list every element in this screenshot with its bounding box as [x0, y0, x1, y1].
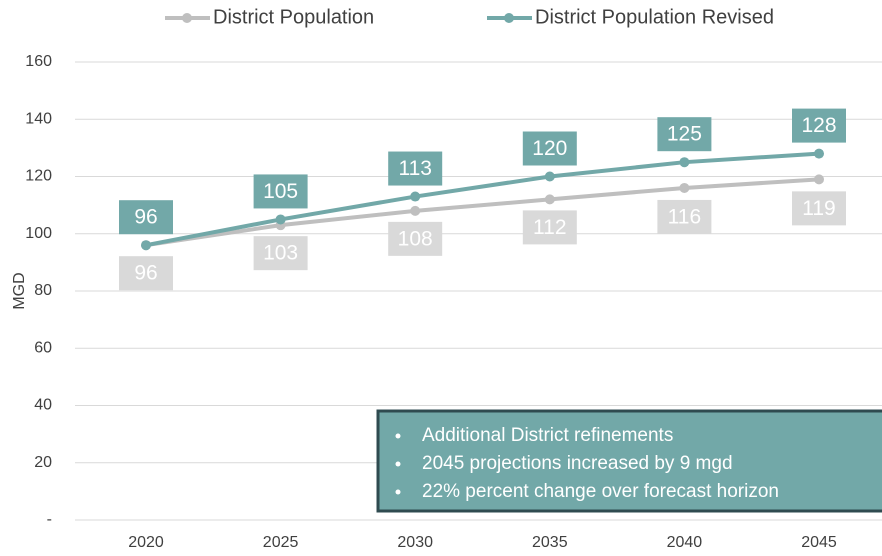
data-point [141, 240, 151, 251]
data-label-box [388, 151, 443, 186]
data-label: 119 [802, 197, 835, 220]
data-label-box [657, 199, 712, 234]
data-label-box [792, 108, 846, 143]
data-point [679, 157, 690, 168]
data-label-box [792, 191, 846, 226]
y-tick-label: 120 [25, 168, 52, 185]
data-label: 96 [134, 206, 157, 229]
y-tick-label: 60 [34, 339, 52, 356]
annotation-box [376, 409, 882, 513]
y-tick-label: 80 [34, 282, 52, 299]
data-label: 128 [801, 114, 836, 137]
y-tick-label: 160 [25, 53, 52, 70]
data-label-box [119, 200, 173, 235]
data-label: 108 [398, 227, 433, 250]
data-label-box [119, 256, 173, 291]
data-label: 105 [263, 180, 298, 203]
x-tick-label: 2025 [263, 534, 299, 551]
y-tick-label: - [47, 511, 52, 528]
y-tick-label: 20 [34, 454, 52, 471]
x-tick-label: 2030 [397, 534, 433, 551]
data-point [410, 191, 421, 202]
data-label: 116 [668, 205, 701, 228]
data-label: 120 [532, 137, 567, 160]
data-label: 125 [667, 123, 702, 146]
bullet [395, 461, 401, 467]
data-point [544, 171, 555, 182]
legend-marker [504, 13, 514, 23]
x-tick-label: 2040 [667, 534, 703, 551]
data-label-box [657, 117, 712, 152]
y-tick-label: 40 [34, 397, 52, 414]
x-tick-label: 2020 [128, 534, 164, 551]
annotation-text: 22% percent change over forecast horizon [422, 481, 779, 502]
data-label-box [522, 131, 577, 166]
data-point [814, 148, 824, 159]
legend-marker [182, 13, 192, 23]
data-point [275, 214, 286, 225]
data-label: 113 [398, 157, 431, 180]
annotation-text: Additional District refinements [422, 425, 673, 446]
data-point [679, 182, 690, 193]
data-label: 112 [533, 216, 566, 239]
series-line [145, 177, 820, 248]
y-tick-label: 100 [25, 225, 52, 242]
data-label-box [253, 236, 308, 271]
y-axis-label: MGD [11, 272, 28, 309]
series-line [145, 151, 820, 248]
data-point [410, 205, 421, 216]
x-tick-label: 2045 [801, 534, 837, 551]
bullet [395, 433, 401, 439]
data-label-box [388, 221, 443, 256]
data-label-box [253, 174, 308, 209]
data-label-box [522, 210, 577, 245]
bullet [395, 489, 401, 495]
legend-label: District Population [213, 6, 374, 28]
data-point [544, 194, 555, 205]
data-label: 96 [134, 262, 157, 285]
legend-label: District Population Revised [535, 6, 774, 28]
x-tick-label: 2035 [532, 534, 568, 551]
y-tick-label: 140 [25, 110, 52, 127]
annotation-text: 2045 projections increased by 9 mgd [422, 453, 733, 474]
data-label: 103 [263, 242, 298, 265]
data-point [814, 174, 824, 185]
